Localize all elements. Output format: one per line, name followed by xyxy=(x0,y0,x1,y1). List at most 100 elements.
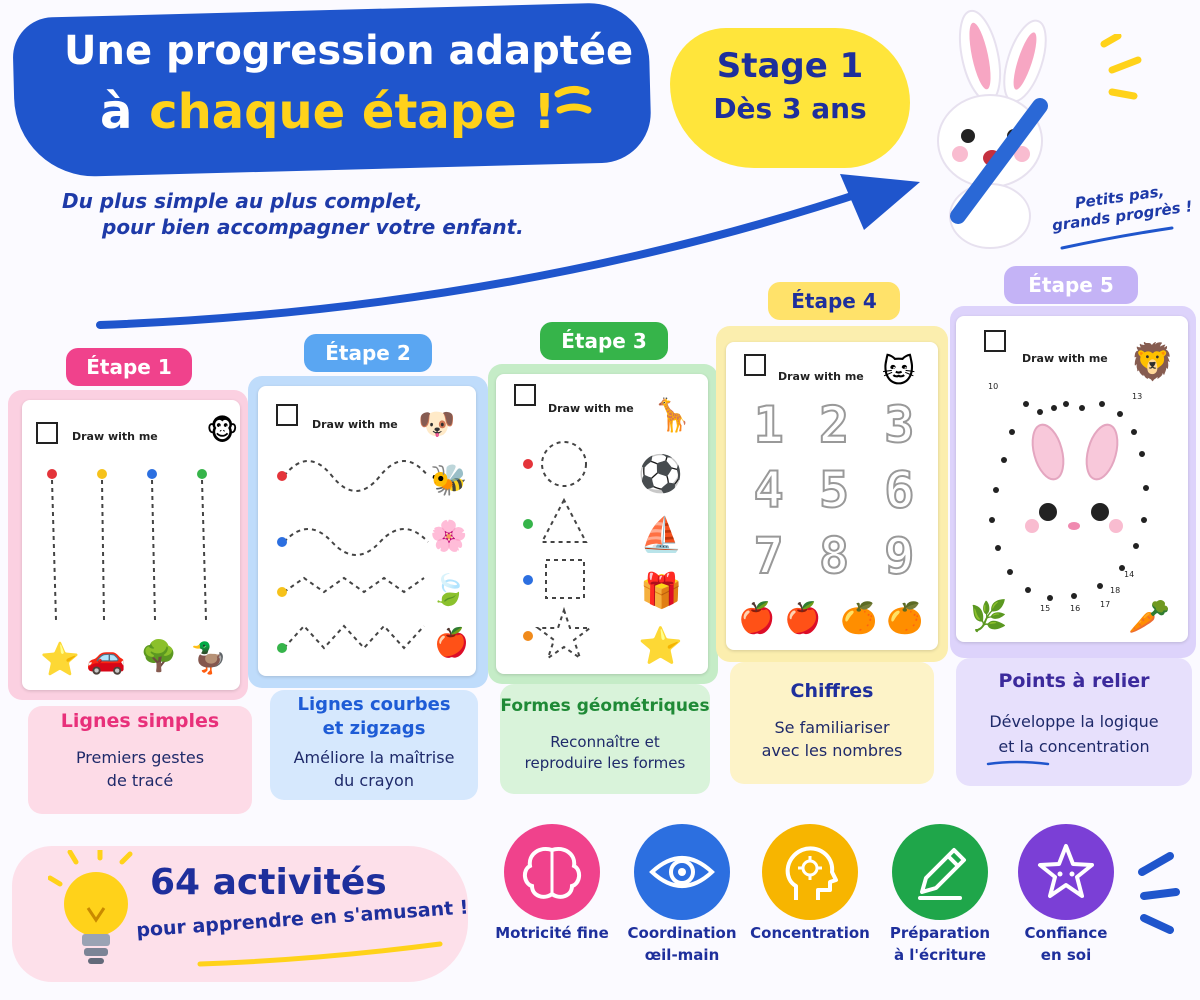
digit: 2 xyxy=(818,395,850,455)
worksheet-2 xyxy=(258,386,476,676)
dot-number: 18 xyxy=(1110,586,1121,595)
worksheet-1-tracing: 🐵 ⭐ 🚗 🌳 🦆 xyxy=(40,414,238,678)
step-1-title: Lignes simples xyxy=(60,710,220,732)
draw-label: Draw with me xyxy=(1022,352,1108,365)
skill-label-4: Préparation xyxy=(889,924,991,942)
dog-icon: 🐶 xyxy=(418,407,455,442)
orange-icon: 🍊 xyxy=(886,600,925,636)
sparkle-icon xyxy=(554,85,592,114)
star-icon xyxy=(1038,844,1094,898)
flower-icon: 🌸 xyxy=(430,518,467,554)
step-3-info xyxy=(500,684,710,794)
draw-label: Draw with me xyxy=(72,430,158,443)
duck-icon: 🦆 xyxy=(190,640,227,676)
draw-label: Draw with me xyxy=(548,402,634,415)
head-gear-icon xyxy=(785,846,838,900)
step-4-desc1: Se familiariser xyxy=(774,718,890,737)
step-2-title2: et zigzags xyxy=(322,718,426,739)
activities-count: 64 activités xyxy=(150,862,387,903)
drawing-box-icon xyxy=(984,330,1006,352)
monkey-icon: 🐵 xyxy=(206,414,238,447)
step-2-title1: Lignes courbes xyxy=(297,694,451,715)
eye-icon xyxy=(649,856,715,888)
tab-step-4: Étape 4 xyxy=(768,282,900,320)
bee-icon: 🐝 xyxy=(430,463,467,498)
sparkle-icon xyxy=(1138,852,1180,934)
fruit-row: 🍎 🍎 🍊 🍊 xyxy=(738,599,925,636)
pencil-icon xyxy=(918,848,966,900)
stage-badge xyxy=(670,28,910,168)
page-title-line1: Une progression adaptée xyxy=(64,28,634,74)
skill-label-2: Coordination xyxy=(627,924,737,942)
skill-circle-3 xyxy=(762,824,858,920)
orange-icon: 🍊 xyxy=(840,600,879,636)
digit: 9 xyxy=(883,526,915,586)
underline-icon xyxy=(986,760,1050,766)
drawing-box-icon xyxy=(744,354,766,376)
digit: 3 xyxy=(883,395,915,455)
digit: 5 xyxy=(818,460,850,520)
dot-number: 13 xyxy=(1132,392,1143,401)
apple-icon: 🍎 xyxy=(784,599,821,636)
digit: 7 xyxy=(753,526,785,586)
draw-label: Draw with me xyxy=(778,370,864,383)
draw-label: Draw with me xyxy=(312,418,398,431)
step-3-desc1: Reconnaître et xyxy=(550,733,660,751)
step-1-desc2: de tracé xyxy=(106,771,174,790)
sparkle-icon xyxy=(1100,34,1142,100)
tab-step-2: Étape 2 xyxy=(304,334,432,372)
worksheet-2-tracing: 🐶 🐝 🌸 🍃 🍎 xyxy=(277,407,469,659)
stage-label: Stage 1 xyxy=(716,46,864,86)
grass-icon: 🌿 xyxy=(970,598,1007,634)
svg-text:🐱: 🐱 xyxy=(882,352,915,390)
step-4-desc2: avec les nombres xyxy=(761,741,903,760)
skill-label-3: Concentration xyxy=(750,924,870,942)
step-5-desc1: Développe la logique xyxy=(989,712,1159,731)
worksheet-5 xyxy=(956,316,1188,642)
underline-icon xyxy=(197,941,443,967)
dot-number: 10 xyxy=(988,382,999,391)
car-icon: 🚗 xyxy=(86,638,126,676)
dot-number: 17 xyxy=(1100,600,1111,609)
step-2-desc2: du crayon xyxy=(334,771,414,790)
skill-label-5b: en soi xyxy=(1040,946,1092,964)
worksheet-3-tracing: 🦒 ⚽ ⛵ 🎁 ⭐ xyxy=(523,396,692,667)
tree-icon: 🌳 xyxy=(140,637,177,674)
dot-number: 16 xyxy=(1070,604,1081,613)
skill-label-1: Motricité fine xyxy=(495,924,609,942)
apple-icon: 🍎 xyxy=(738,599,775,636)
star-icon: ⭐ xyxy=(638,625,683,667)
worksheet-4 xyxy=(726,342,938,650)
lion-icon: 🦁 xyxy=(1130,341,1175,383)
skill-circle-5 xyxy=(1018,824,1114,920)
page-title-line2: à chaque étape ! xyxy=(100,84,556,140)
step-2-info xyxy=(270,690,478,800)
apple-icon: 🍎 xyxy=(434,625,469,659)
digit: 1 xyxy=(753,395,785,455)
ball-icon: ⚽ xyxy=(636,453,683,495)
step-3-desc2: reproduire les formes xyxy=(524,754,686,772)
worksheet-5-dots: 🦁 🌿 🥕 xyxy=(970,341,1175,637)
step-5-info xyxy=(956,658,1192,786)
tab-step-3: Étape 3 xyxy=(540,322,668,360)
dot-number: 14 xyxy=(1124,570,1135,579)
digit-grid: 1 2 3 4 5 6 7 8 9 xyxy=(736,395,932,592)
star-icon: ⭐ xyxy=(40,640,80,678)
skill-label-5: Confiance xyxy=(1024,924,1108,942)
step-2-desc1: Améliore la maîtrise xyxy=(293,748,455,767)
skill-circle-4 xyxy=(892,824,988,920)
step-1-info xyxy=(28,706,252,814)
gift-icon: 🎁 xyxy=(640,571,682,611)
underline-icon xyxy=(1060,226,1174,250)
step-1-desc1: Premiers gestes xyxy=(75,748,205,767)
subtitle-line1: Du plus simple au plus complet, xyxy=(62,189,423,213)
carrot-icon: 🥕 xyxy=(1128,597,1170,637)
leaf-icon: 🍃 xyxy=(430,571,467,608)
drawing-box-icon xyxy=(514,384,536,406)
sailboat-icon: ⛵ xyxy=(640,515,682,555)
step-5-desc2: et la concentration xyxy=(998,737,1150,756)
step-4-info xyxy=(730,662,934,784)
drawing-box-icon xyxy=(36,422,58,444)
stage-age: Dès 3 ans xyxy=(713,92,867,125)
digit: 6 xyxy=(883,460,915,520)
